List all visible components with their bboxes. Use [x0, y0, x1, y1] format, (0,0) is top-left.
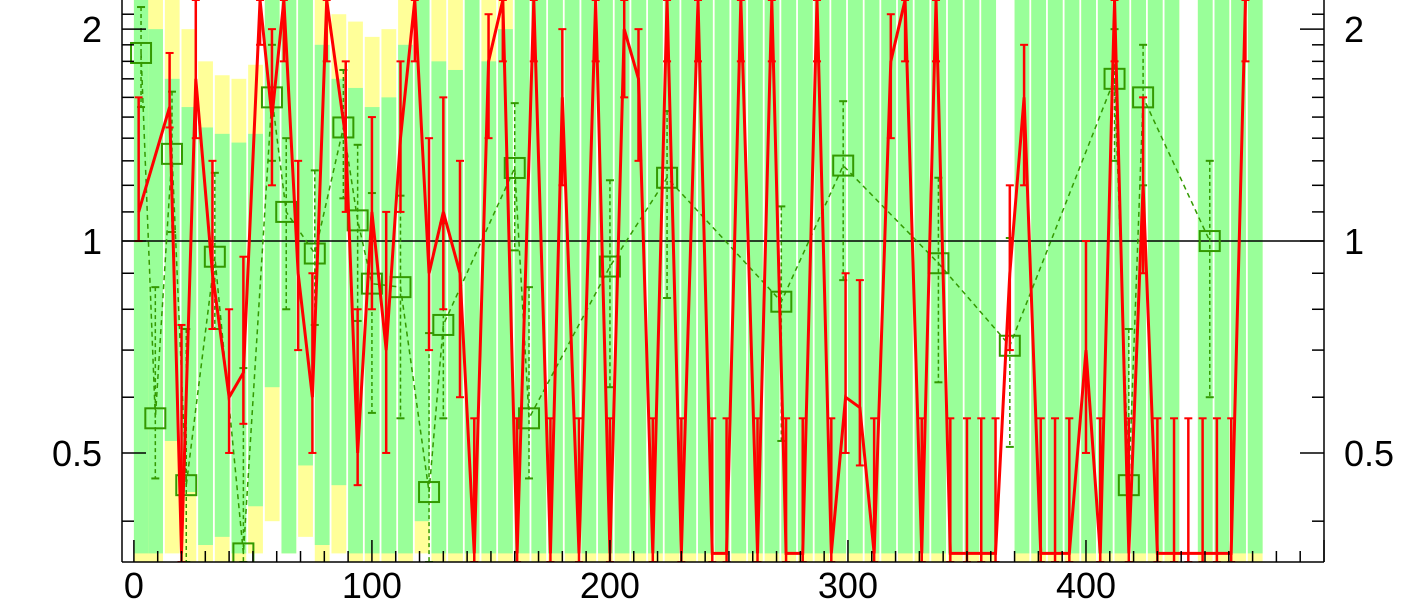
y-tick-label-left: 1 — [82, 221, 102, 262]
data-point-square — [418, 481, 441, 504]
x-tick-label: 0 — [124, 565, 144, 606]
band-inner-bin — [1097, 0, 1113, 554]
band-inner-bin — [1014, 0, 1030, 554]
band-inner-bin — [897, 0, 913, 554]
data-point-square — [203, 245, 226, 268]
band-inner-bin — [847, 0, 863, 554]
band-inner-bin — [398, 44, 413, 554]
band-inner-bin — [864, 0, 880, 554]
y-axis-right-ticks: 0.5 1 2 — [1300, 9, 1394, 522]
data-point-square — [303, 242, 326, 265]
band-inner-bin — [414, 0, 430, 522]
band-inner-bin — [231, 142, 247, 554]
data-point-square — [175, 474, 198, 497]
band-inner-bin — [548, 0, 563, 554]
x-tick-label: 200 — [580, 565, 640, 606]
band-inner-bin — [631, 0, 647, 554]
band-inner-bin — [747, 0, 763, 554]
axes — [121, 0, 1325, 563]
band-inner-bin — [831, 0, 847, 554]
band-inner-bin — [1164, 0, 1180, 554]
band-inner-bin — [947, 0, 963, 554]
data-point-square — [503, 156, 526, 179]
data-point-square — [144, 407, 167, 430]
band-inner-bin — [614, 0, 630, 554]
band-inner-bin — [1197, 0, 1213, 554]
data-point-square — [598, 255, 621, 278]
x-tick-label: 100 — [342, 565, 402, 606]
band-inner-bin — [331, 78, 347, 486]
band-inner-bin — [814, 0, 830, 554]
band-inner-bin — [731, 0, 747, 554]
band-inner-bin — [764, 0, 780, 554]
band-inner-bin — [981, 0, 997, 554]
band-inner-bin — [1247, 0, 1263, 554]
data-point-square — [832, 154, 855, 177]
y-tick-label-left: 0.5 — [52, 433, 102, 474]
band-inner-bin — [133, 0, 149, 554]
band-inner-bin — [1064, 0, 1080, 554]
data-point-square — [1198, 230, 1221, 253]
y-axis-left-ticks: 0.5 1 2 — [52, 9, 146, 522]
band-inner-bin — [964, 0, 980, 554]
y-tick-label-right: 2 — [1344, 9, 1364, 50]
data-point-square — [130, 41, 153, 64]
red-series-line — [137, 0, 1247, 555]
y-tick-label-left: 2 — [82, 9, 102, 50]
data-point-square — [1103, 67, 1126, 90]
y-tick-label-right: 1 — [1344, 221, 1364, 262]
band-inner-bin — [148, 29, 163, 554]
band-inner-bin — [714, 0, 730, 554]
uncertainty-bands — [133, 0, 1263, 562]
band-inner-bin — [498, 29, 513, 554]
band-inner-bin — [781, 0, 797, 554]
y-tick-label-right: 0.5 — [1344, 433, 1394, 474]
band-inner-bin — [298, 0, 313, 466]
band-inner-bin — [1047, 0, 1063, 554]
x-tick-label: 300 — [818, 565, 878, 606]
band-inner-bin — [664, 0, 680, 554]
band-inner-bin — [564, 0, 580, 554]
data-point-square — [656, 166, 679, 189]
x-tick-label: 400 — [1056, 565, 1116, 606]
red-series — [134, 0, 1250, 562]
data-point-square — [432, 313, 455, 336]
band-inner-bin — [797, 0, 813, 554]
band-inner-bin — [648, 0, 663, 554]
band-inner-bin — [531, 0, 547, 554]
band-inner-bin — [1214, 0, 1230, 554]
x-axis-ticks: 0 100 200 300 400 — [124, 540, 1325, 606]
